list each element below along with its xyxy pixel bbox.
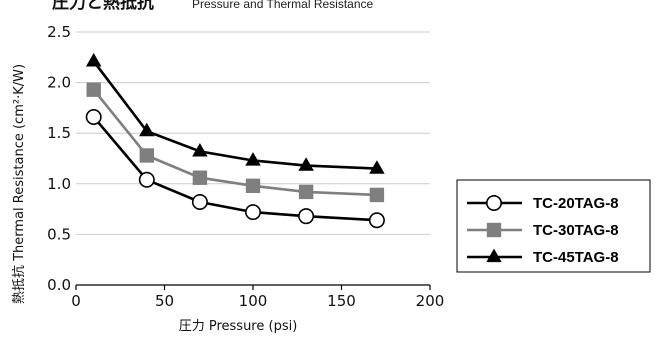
data-point xyxy=(298,157,314,171)
series-TC-45TAG-8 xyxy=(85,52,385,174)
x-tick-label: 150 xyxy=(327,292,356,310)
data-point xyxy=(245,178,261,194)
x-tick-label: 200 xyxy=(416,292,445,310)
y-axis-label: 熱抵抗 Thermal Resistance (cm²·K/W) xyxy=(12,64,27,304)
data-point xyxy=(368,212,385,229)
data-point xyxy=(85,52,102,67)
y-tick-label: 0.5 xyxy=(47,225,71,243)
legend-item: TC-45TAG-8 xyxy=(467,248,619,266)
legend-item: TC-20TAG-8 xyxy=(467,195,619,212)
data-point xyxy=(245,204,262,221)
data-point xyxy=(191,194,208,211)
legend-marker xyxy=(486,248,502,263)
data-point xyxy=(192,170,208,185)
series-TC-30TAG-8 xyxy=(86,82,385,203)
y-tick-label: 2.0 xyxy=(47,74,71,92)
series-line xyxy=(92,88,377,197)
chart-subtitle: Pressure and Thermal Resistance xyxy=(192,0,374,11)
legend-marker xyxy=(486,222,502,238)
series-line xyxy=(92,60,377,170)
y-tick-label: 1.5 xyxy=(47,124,71,142)
legend-label: TC-20TAG-8 xyxy=(533,195,619,212)
x-tick-label: 50 xyxy=(155,292,174,310)
y-tick-label: 1.0 xyxy=(47,175,71,193)
legend-item: TC-30TAG-8 xyxy=(467,222,619,239)
data-point xyxy=(298,208,315,225)
x-tick-label: 100 xyxy=(239,292,268,310)
data-point xyxy=(85,109,102,126)
data-point xyxy=(86,82,101,97)
data-point xyxy=(138,171,155,188)
x-tick-label: 0 xyxy=(71,292,81,310)
data-point xyxy=(139,122,155,137)
x-axis-label: 圧力 Pressure (psi) xyxy=(179,319,298,334)
y-tick-label: 2.5 xyxy=(47,23,71,41)
legend-label: TC-45TAG-8 xyxy=(533,249,619,266)
data-point xyxy=(298,184,314,200)
series-TC-20TAG-8 xyxy=(85,109,385,229)
data-point xyxy=(245,152,261,166)
data-point xyxy=(192,143,208,157)
legend-marker xyxy=(485,195,502,212)
legend-label: TC-30TAG-8 xyxy=(533,222,619,239)
data-point xyxy=(369,160,385,174)
data-point xyxy=(369,187,385,203)
series-line xyxy=(92,116,377,222)
chart-title: 圧力と熱抵抗 xyxy=(52,0,154,13)
data-point xyxy=(139,148,154,163)
y-tick-label: 0.0 xyxy=(47,276,71,294)
